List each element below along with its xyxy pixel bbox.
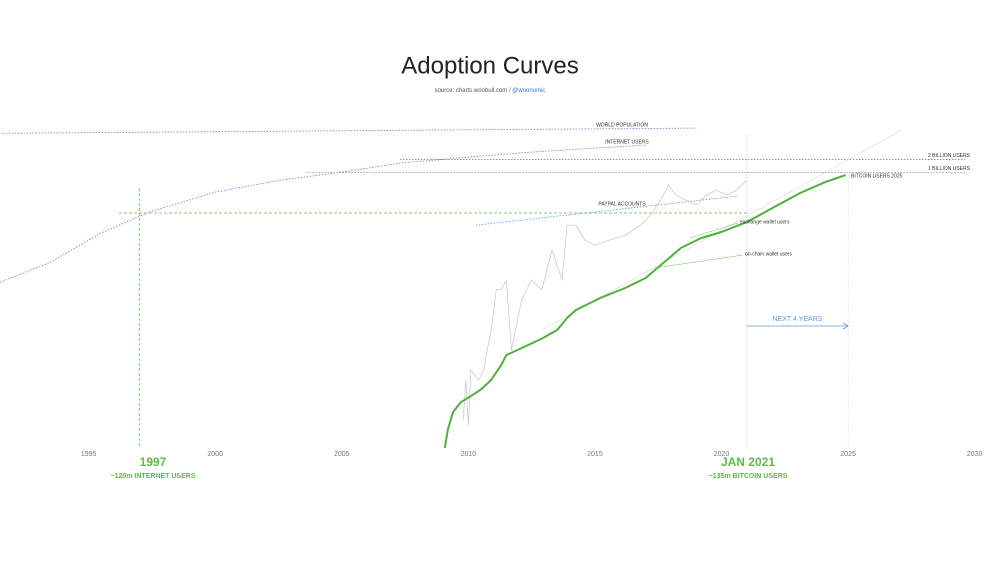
x-tick-label: 2000 bbox=[207, 451, 223, 458]
annotation-leader bbox=[654, 254, 744, 269]
source-handle[interactable]: @woonomic bbox=[512, 88, 545, 94]
marker-note: ~135m BITCOIN USERS bbox=[709, 473, 788, 480]
marker-label: JAN 2021 bbox=[721, 455, 775, 469]
horizon-label: NEXT 4 YEARS bbox=[772, 316, 822, 323]
x-tick-label: 2015 bbox=[587, 451, 603, 458]
x-tick-label: 2005 bbox=[334, 451, 350, 458]
source: source: charts.woobull.com / @woonomic bbox=[435, 88, 546, 94]
series-line bbox=[0, 144, 646, 283]
annotation: on-chain wallet users bbox=[745, 251, 792, 257]
series-label: BITCOIN USERS 2025 bbox=[851, 173, 903, 179]
x-tick-label: 2020 bbox=[714, 451, 730, 458]
arrow-head bbox=[842, 322, 849, 330]
marker-label: 1997 bbox=[140, 455, 167, 469]
source-text: source: charts.woobull.com / bbox=[435, 88, 513, 94]
x-tick-label: 2010 bbox=[461, 451, 477, 458]
annotation-leader bbox=[689, 222, 739, 239]
chart-title: Adoption Curves bbox=[401, 52, 578, 79]
reference-label: 1 BILLION USERS bbox=[928, 166, 971, 172]
series-label: PAYPAL ACCOUNTS bbox=[598, 201, 646, 207]
x-tick-label: 2025 bbox=[840, 451, 856, 458]
marker-note: ~120m INTERNET USERS bbox=[111, 473, 196, 480]
annotation: exchange wallet users bbox=[740, 219, 790, 225]
series-label: WORLD POPULATION bbox=[596, 122, 648, 128]
x-tick-label: 2030 bbox=[967, 451, 983, 458]
series-line bbox=[443, 174, 846, 449]
reference-label: 2 BILLION USERS bbox=[928, 153, 971, 159]
series-line bbox=[462, 179, 748, 426]
series-label: INTERNET USERS bbox=[605, 139, 649, 145]
x-tick-label: 1995 bbox=[81, 451, 97, 458]
